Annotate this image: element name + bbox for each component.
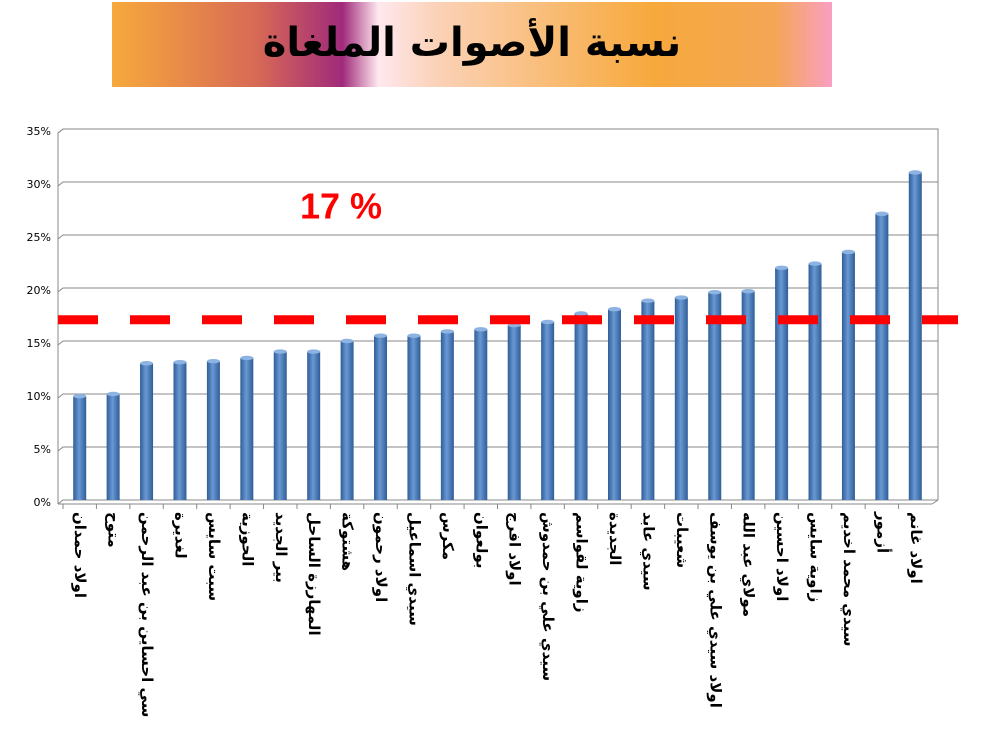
- bar-cap: [106, 391, 120, 397]
- bar: [775, 267, 789, 500]
- bar: [106, 394, 120, 500]
- bar: [875, 213, 889, 501]
- title-banner: [112, 2, 832, 87]
- y-tick-label: 30%: [27, 178, 51, 191]
- bar: [340, 341, 354, 500]
- x-tick-label: اولاد رحمون: [372, 512, 390, 602]
- x-tick-label: لغديرة: [171, 512, 189, 559]
- grid-line: [57, 128, 938, 134]
- grid-line: [57, 393, 938, 399]
- x-tick-label: زاوية سايس: [807, 512, 825, 602]
- x-tick-label: اولاد حمدان: [71, 512, 89, 598]
- y-tick-label: 5%: [34, 443, 51, 456]
- bar-cap: [841, 249, 855, 255]
- bar: [841, 251, 855, 500]
- bar: [206, 361, 220, 500]
- chart-title: نسبة الأصوات الملغاة: [263, 17, 681, 66]
- bar: [374, 335, 388, 500]
- bar: [908, 172, 922, 500]
- bar-cap: [240, 355, 254, 361]
- x-tick-label: شعيبات: [673, 512, 691, 568]
- bar: [440, 331, 454, 500]
- x-tick-label: سيدي علي بن حمدوش: [538, 512, 557, 681]
- bar-cap: [173, 360, 187, 365]
- grid-line: [57, 340, 938, 346]
- x-tick-label: سي احساين بن عبد الرحمن: [138, 512, 156, 717]
- bar-cap: [474, 327, 488, 332]
- x-tick-label: اولاد احسين: [773, 512, 791, 601]
- bar-cap: [908, 170, 922, 175]
- x-tick-label: الجديدة: [606, 512, 624, 565]
- y-tick-label: 0%: [34, 496, 51, 509]
- bar-cap: [708, 290, 722, 295]
- bar: [541, 321, 555, 500]
- grid-line: [57, 499, 938, 505]
- x-tick-label: هشتوكة: [339, 512, 357, 571]
- bar: [240, 357, 254, 500]
- x-tick-label: المهارزة الساحل: [305, 512, 323, 636]
- x-tick-label: سيدي عابد: [638, 512, 657, 591]
- bar-cap: [574, 311, 588, 316]
- x-tick-label: بولعوان: [472, 512, 490, 568]
- x-tick-label: زاوية لقواسم: [573, 512, 591, 613]
- grid-line: [57, 181, 938, 187]
- y-tick-label: 25%: [27, 231, 51, 244]
- y-tick-label: 20%: [27, 284, 51, 297]
- bar: [407, 335, 421, 500]
- bar: [507, 325, 521, 500]
- bar-cap: [340, 338, 354, 344]
- bar-cap: [875, 211, 889, 216]
- x-tick-label: بير الجديد: [272, 512, 290, 583]
- bar: [574, 313, 588, 500]
- x-tick-label: الحوزية: [238, 512, 256, 566]
- bar-cap: [307, 349, 321, 354]
- bar: [474, 329, 488, 500]
- bar-cap: [407, 333, 421, 338]
- bar: [73, 396, 87, 500]
- x-tick-label: سبت سايس: [205, 512, 223, 601]
- grid-line: [57, 287, 938, 293]
- bar: [741, 291, 755, 500]
- bar-cap: [273, 349, 287, 354]
- x-tick-label: أزمور: [873, 511, 892, 553]
- bar-cap: [374, 333, 388, 338]
- bar-cap: [206, 358, 220, 364]
- bar-cap: [674, 295, 688, 300]
- bar: [273, 351, 287, 500]
- bar: [307, 351, 321, 500]
- bar-cap: [541, 319, 555, 325]
- bar: [641, 300, 655, 500]
- x-tick-label: سيدي محمد اخديم: [839, 512, 858, 647]
- bar-cap: [73, 393, 87, 399]
- x-tick-label: اولاد افرج: [506, 512, 524, 586]
- x-tick-label: مولاي عبد الله: [739, 512, 758, 617]
- bar-cap: [808, 261, 822, 266]
- x-tick-label: سيدي اسماعيل: [404, 512, 423, 626]
- y-tick-label: 15%: [27, 337, 51, 350]
- bar: [808, 263, 822, 500]
- bar: [140, 363, 154, 500]
- x-axis-back: [931, 499, 939, 505]
- grid-line: [57, 234, 938, 240]
- grid-line: [57, 446, 938, 452]
- y-tick-label: 35%: [27, 125, 51, 138]
- bar: [607, 309, 621, 500]
- bar-cap: [607, 307, 621, 312]
- bar: [173, 362, 187, 500]
- y-tick-label: 10%: [27, 390, 51, 403]
- bar: [708, 292, 722, 500]
- bar: [674, 297, 688, 500]
- x-tick-label: اولاد سيدي علي بن يوسف: [705, 512, 724, 708]
- x-tick-label: اولاد غانم: [907, 512, 925, 584]
- x-tick-label: متوح: [105, 512, 123, 548]
- reference-label: 17 %: [300, 186, 382, 227]
- bar-cap: [440, 329, 454, 334]
- bar-cap: [775, 265, 789, 271]
- bar-cap: [741, 288, 755, 294]
- bar-cap: [641, 298, 655, 303]
- bar-cap: [140, 361, 154, 366]
- x-tick-label: مكرس: [439, 512, 457, 560]
